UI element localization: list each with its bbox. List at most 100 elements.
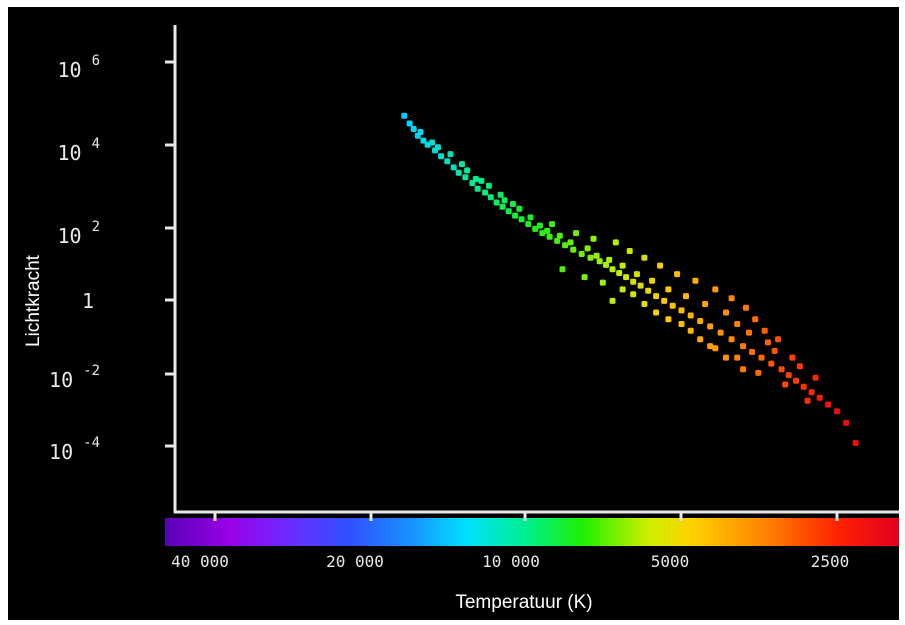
star-point xyxy=(645,287,652,294)
star-point xyxy=(816,394,823,401)
y-tick-label: 10 -4 xyxy=(49,435,100,464)
star-point xyxy=(447,151,454,158)
star-point xyxy=(665,286,672,293)
star-point xyxy=(687,312,694,319)
star-point xyxy=(630,291,637,298)
star-point xyxy=(674,271,681,278)
star-point xyxy=(749,349,756,355)
star-point xyxy=(516,205,523,212)
star-point xyxy=(512,212,519,219)
star-point xyxy=(619,286,626,293)
x-tick-label: 10 000 xyxy=(482,552,540,571)
star-point xyxy=(637,282,644,289)
star-point xyxy=(683,293,689,300)
star-point xyxy=(758,354,765,361)
star-point xyxy=(612,239,619,246)
x-axis-title: Temperatuur (K) xyxy=(455,592,592,613)
star-point xyxy=(630,278,637,285)
y-tick-label: 10 6 xyxy=(57,53,100,82)
star-point xyxy=(518,216,525,223)
star-point xyxy=(717,329,724,336)
star-point xyxy=(406,120,413,127)
hr-diagram: 40 000 20 000 10 000 5000 2500 10 6 10 4 1… xyxy=(23,25,899,613)
star-point xyxy=(728,336,735,343)
star-point xyxy=(804,397,811,404)
star-point xyxy=(609,266,616,273)
star-point xyxy=(401,112,408,119)
star-point xyxy=(459,161,465,168)
star-point xyxy=(420,137,427,144)
star-point xyxy=(499,203,506,210)
star-point xyxy=(429,139,436,146)
star-point xyxy=(593,252,600,259)
star-point xyxy=(472,176,479,182)
star-point xyxy=(536,222,543,229)
y-tick-label: 10 -2 xyxy=(49,363,100,392)
star-point xyxy=(755,369,762,376)
star-point xyxy=(665,316,672,323)
x-tick-label: 5000 xyxy=(651,552,690,571)
y-tick-label: 1 xyxy=(82,289,94,313)
x-tick-label: 20 000 xyxy=(326,552,384,571)
star-point xyxy=(626,248,633,254)
star-point xyxy=(474,185,481,192)
star-point xyxy=(661,297,668,304)
star-point xyxy=(590,235,597,242)
star-point xyxy=(734,354,741,361)
star-point xyxy=(587,254,594,261)
star-point xyxy=(546,233,553,240)
star-point xyxy=(825,401,832,408)
star-point xyxy=(707,343,714,350)
star-point xyxy=(653,309,660,316)
star-point xyxy=(778,366,785,373)
star-point xyxy=(619,262,626,269)
star-point xyxy=(567,239,574,246)
star-point xyxy=(796,363,803,370)
star-point xyxy=(464,167,471,174)
star-point xyxy=(692,277,699,284)
y-axis-title: Lichtkracht xyxy=(23,254,44,347)
star-point xyxy=(493,199,500,206)
star-point xyxy=(578,251,585,257)
star-point xyxy=(609,297,616,304)
x-tick-label: 2500 xyxy=(811,552,850,571)
star-point xyxy=(482,189,489,196)
star-point xyxy=(584,245,591,252)
star-point xyxy=(641,254,648,261)
star-point xyxy=(485,182,492,189)
star-point xyxy=(527,214,534,221)
star-point xyxy=(793,377,800,384)
star-point xyxy=(800,383,807,390)
star-point xyxy=(616,270,623,276)
star-point xyxy=(570,246,577,253)
star-point xyxy=(544,227,551,234)
star-point xyxy=(450,164,457,171)
star-point xyxy=(843,419,850,426)
star-point xyxy=(603,261,609,268)
star-point xyxy=(808,389,815,396)
star-point xyxy=(623,274,630,281)
star-point xyxy=(697,318,704,324)
star-point xyxy=(765,339,771,346)
star-point xyxy=(633,271,640,278)
star-points xyxy=(401,112,859,446)
star-point xyxy=(771,347,778,354)
star-point xyxy=(678,321,685,327)
star-point xyxy=(657,262,664,269)
star-point xyxy=(728,295,735,302)
y-ticks: 10 6 10 4 10 2 1 10 -2 10 -4 xyxy=(49,53,175,464)
star-point xyxy=(702,301,709,307)
star-point xyxy=(678,307,685,314)
x-ticks: 40 000 20 000 10 000 5000 2500 xyxy=(171,511,849,571)
star-point xyxy=(785,372,792,379)
star-point xyxy=(554,237,561,244)
star-point xyxy=(761,327,768,334)
y-tick-label: 10 2 xyxy=(57,219,100,248)
star-point xyxy=(649,277,656,284)
star-point xyxy=(487,194,494,201)
star-point xyxy=(734,321,741,327)
star-point xyxy=(687,327,694,334)
star-point xyxy=(410,126,417,132)
star-point xyxy=(789,354,796,361)
star-point xyxy=(834,408,840,415)
